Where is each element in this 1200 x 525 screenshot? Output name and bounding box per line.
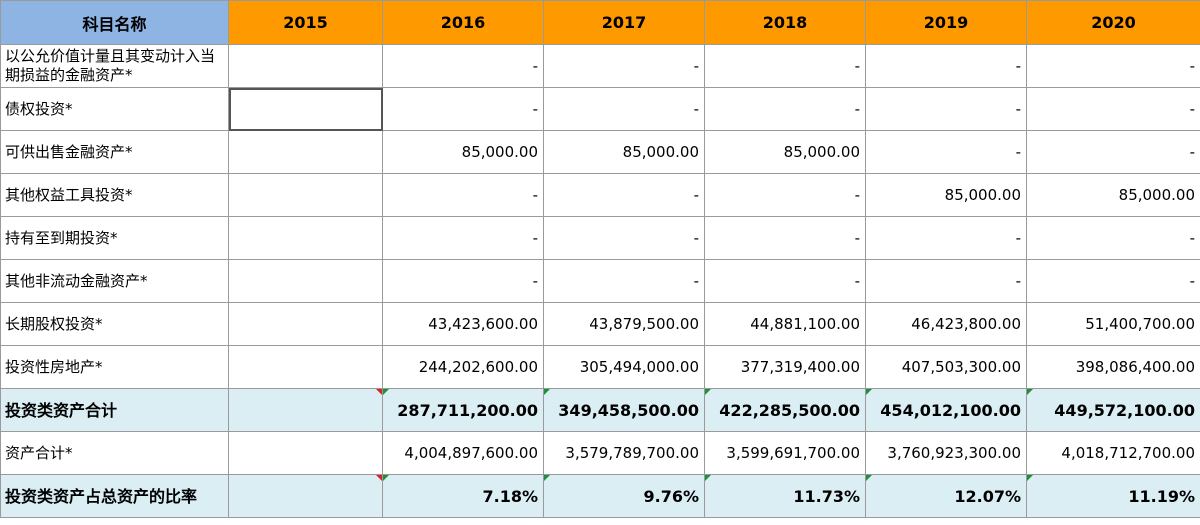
cell-2015[interactable]	[228, 130, 383, 174]
cell-2017[interactable]: -	[543, 44, 705, 88]
row-label[interactable]: 债权投资*	[0, 87, 229, 131]
cell-2016[interactable]: 4,004,897,600.00	[382, 431, 544, 475]
cell-2015[interactable]	[228, 474, 383, 518]
cell-2018[interactable]: -	[704, 216, 866, 260]
cell-2019[interactable]: 454,012,100.00	[865, 388, 1027, 432]
row-label[interactable]: 其他非流动金融资产*	[0, 259, 229, 303]
table-row: 以公允价值计量且其变动计入当期损益的金融资产* - - - - -	[0, 44, 1200, 88]
header-row: 科目名称 2015 2016 2017 2018 2019 2020	[0, 0, 1200, 45]
cell-2019[interactable]: 3,760,923,300.00	[865, 431, 1027, 475]
cell-2015[interactable]	[228, 173, 383, 217]
table-row: 其他权益工具投资* - - - 85,000.00 85,000.00	[0, 173, 1200, 217]
cell-2016[interactable]: -	[382, 259, 544, 303]
table-row: 债权投资* - - - - -	[0, 87, 1200, 131]
table-row: 持有至到期投资* - - - - -	[0, 216, 1200, 260]
column-header-2018[interactable]: 2018	[704, 0, 866, 45]
cell-2018[interactable]: -	[704, 173, 866, 217]
column-header-2017[interactable]: 2017	[543, 0, 705, 45]
cell-2019[interactable]: -	[865, 216, 1027, 260]
cell-2017[interactable]: -	[543, 173, 705, 217]
cell-2019[interactable]: 46,423,800.00	[865, 302, 1027, 346]
cell-2019[interactable]: 12.07%	[865, 474, 1027, 518]
row-label[interactable]: 以公允价值计量且其变动计入当期损益的金融资产*	[0, 44, 229, 88]
table-row: 其他非流动金融资产* - - - - -	[0, 259, 1200, 303]
row-label[interactable]: 投资类资产合计	[0, 388, 229, 432]
cell-2020[interactable]: 4,018,712,700.00	[1026, 431, 1200, 475]
table-row: 长期股权投资* 43,423,600.00 43,879,500.00 44,8…	[0, 302, 1200, 346]
cell-2020[interactable]: 449,572,100.00	[1026, 388, 1200, 432]
cell-2018[interactable]: 422,285,500.00	[704, 388, 866, 432]
cell-2019[interactable]: 85,000.00	[865, 173, 1027, 217]
cell-2015[interactable]	[228, 302, 383, 346]
cell-2016[interactable]: -	[382, 216, 544, 260]
total-row-investment-assets: 投资类资产合计 287,711,200.00 349,458,500.00 42…	[0, 388, 1200, 432]
cell-2018[interactable]: -	[704, 44, 866, 88]
column-header-2015[interactable]: 2015	[228, 0, 383, 45]
cell-2016[interactable]: -	[382, 173, 544, 217]
cell-2016[interactable]: 85,000.00	[382, 130, 544, 174]
cell-2018[interactable]: -	[704, 87, 866, 131]
row-label[interactable]: 长期股权投资*	[0, 302, 229, 346]
cell-2016[interactable]: 287,711,200.00	[382, 388, 544, 432]
cell-2015-selected[interactable]	[228, 87, 383, 131]
cell-2018[interactable]: 3,599,691,700.00	[704, 431, 866, 475]
cell-2020[interactable]: -	[1026, 87, 1200, 131]
cell-2019[interactable]: 407,503,300.00	[865, 345, 1027, 389]
column-header-2019[interactable]: 2019	[865, 0, 1027, 45]
cell-2017[interactable]: 305,494,000.00	[543, 345, 705, 389]
row-label[interactable]: 其他权益工具投资*	[0, 173, 229, 217]
cell-2019[interactable]: -	[865, 87, 1027, 131]
row-label[interactable]: 投资性房地产*	[0, 345, 229, 389]
row-label[interactable]: 持有至到期投资*	[0, 216, 229, 260]
cell-2017[interactable]: 43,879,500.00	[543, 302, 705, 346]
cell-2018[interactable]: -	[704, 259, 866, 303]
row-label[interactable]: 可供出售金融资产*	[0, 130, 229, 174]
cell-2016[interactable]: -	[382, 44, 544, 88]
cell-2015[interactable]	[228, 431, 383, 475]
row-label[interactable]: 投资类资产占总资产的比率	[0, 474, 229, 518]
cell-2017[interactable]: -	[543, 216, 705, 260]
cell-2020[interactable]: 11.19%	[1026, 474, 1200, 518]
row-label[interactable]: 资产合计*	[0, 431, 229, 475]
cell-2019[interactable]: -	[865, 130, 1027, 174]
ratio-row-investment-share: 投资类资产占总资产的比率 7.18% 9.76% 11.73% 12.07% 1…	[0, 474, 1200, 518]
cell-2018[interactable]: 377,319,400.00	[704, 345, 866, 389]
cell-2016[interactable]: 244,202,600.00	[382, 345, 544, 389]
cell-2015[interactable]	[228, 216, 383, 260]
cell-2020[interactable]: -	[1026, 130, 1200, 174]
cell-2015[interactable]	[228, 345, 383, 389]
cell-2018[interactable]: 85,000.00	[704, 130, 866, 174]
cell-2015[interactable]	[228, 259, 383, 303]
cell-2017[interactable]: 349,458,500.00	[543, 388, 705, 432]
cell-2020[interactable]: -	[1026, 216, 1200, 260]
table-row: 资产合计* 4,004,897,600.00 3,579,789,700.00 …	[0, 431, 1200, 475]
cell-2020[interactable]: 398,086,400.00	[1026, 345, 1200, 389]
cell-2020[interactable]: -	[1026, 259, 1200, 303]
table-row: 投资性房地产* 244,202,600.00 305,494,000.00 37…	[0, 345, 1200, 389]
column-header-2020[interactable]: 2020	[1026, 0, 1200, 45]
cell-2017[interactable]: 9.76%	[543, 474, 705, 518]
cell-2020[interactable]: -	[1026, 44, 1200, 88]
cell-2015[interactable]	[228, 44, 383, 88]
cell-2020[interactable]: 85,000.00	[1026, 173, 1200, 217]
column-header-2016[interactable]: 2016	[382, 0, 544, 45]
cell-2015[interactable]	[228, 388, 383, 432]
cell-2016[interactable]: 43,423,600.00	[382, 302, 544, 346]
table-row: 可供出售金融资产* 85,000.00 85,000.00 85,000.00 …	[0, 130, 1200, 174]
cell-2019[interactable]: -	[865, 44, 1027, 88]
cell-2016[interactable]: 7.18%	[382, 474, 544, 518]
cell-2016[interactable]: -	[382, 87, 544, 131]
cell-2017[interactable]: -	[543, 259, 705, 303]
cell-2017[interactable]: -	[543, 87, 705, 131]
column-header-name[interactable]: 科目名称	[0, 0, 229, 45]
cell-2017[interactable]: 85,000.00	[543, 130, 705, 174]
cell-2018[interactable]: 44,881,100.00	[704, 302, 866, 346]
cell-2017[interactable]: 3,579,789,700.00	[543, 431, 705, 475]
cell-2019[interactable]: -	[865, 259, 1027, 303]
cell-2018[interactable]: 11.73%	[704, 474, 866, 518]
cell-2020[interactable]: 51,400,700.00	[1026, 302, 1200, 346]
